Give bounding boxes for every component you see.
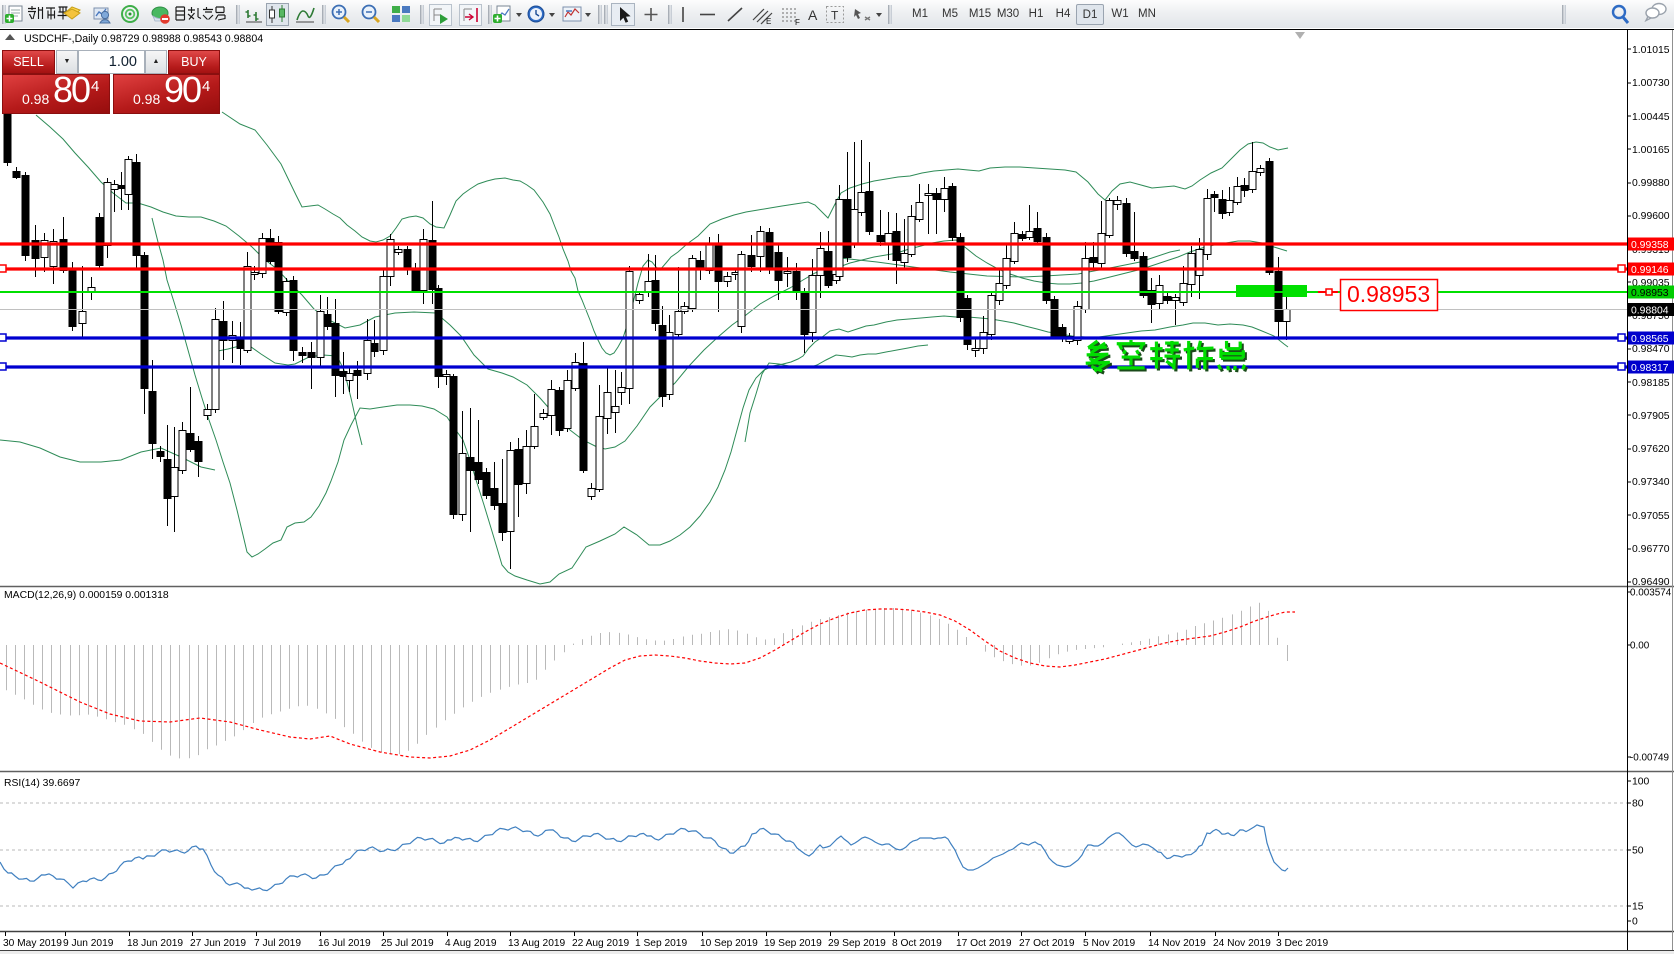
svg-text:0.003574: 0.003574: [1630, 588, 1672, 599]
svg-text:29 Sep 2019: 29 Sep 2019: [828, 938, 886, 949]
svg-text:8 Oct 2019: 8 Oct 2019: [892, 938, 942, 949]
svg-text:4 Aug 2019: 4 Aug 2019: [445, 938, 497, 949]
svg-text:0.98185: 0.98185: [1632, 378, 1670, 389]
svg-text:1 Sep 2019: 1 Sep 2019: [635, 938, 687, 949]
svg-text:-0.00749: -0.00749: [1630, 753, 1669, 764]
svg-text:F: F: [795, 18, 800, 27]
svg-text:0.99600: 0.99600: [1632, 211, 1670, 222]
svg-text:3 Dec 2019: 3 Dec 2019: [1276, 938, 1328, 949]
svg-text:1.00730: 1.00730: [1632, 78, 1670, 89]
svg-text:18 Jun 2019: 18 Jun 2019: [127, 938, 183, 949]
svg-text:0.99146: 0.99146: [1631, 265, 1669, 276]
svg-text:0.98750: 0.98750: [1632, 311, 1670, 322]
svg-text:1.00445: 1.00445: [1632, 112, 1670, 123]
svg-text:19 Sep 2019: 19 Sep 2019: [764, 938, 822, 949]
svg-text:E: E: [766, 17, 771, 26]
svg-text:0.98953: 0.98953: [1347, 281, 1430, 307]
svg-text:27 Jun 2019: 27 Jun 2019: [190, 938, 246, 949]
svg-text:25 Jul 2019: 25 Jul 2019: [381, 938, 434, 949]
svg-text:1.00165: 1.00165: [1632, 145, 1670, 156]
svg-text:16 Jul 2019: 16 Jul 2019: [318, 938, 371, 949]
svg-text:100: 100: [1632, 777, 1650, 788]
svg-text:USDCHF-,Daily 0.98729 0.98988: USDCHF-,Daily 0.98729 0.98988 0.98543 0.…: [24, 33, 263, 45]
svg-text:0.97620: 0.97620: [1632, 444, 1670, 455]
svg-text:0.97055: 0.97055: [1632, 511, 1670, 522]
svg-text:24 Nov 2019: 24 Nov 2019: [1213, 938, 1271, 949]
svg-text:0.99358: 0.99358: [1631, 240, 1669, 251]
svg-text:0: 0: [1632, 917, 1638, 928]
svg-text:0.97340: 0.97340: [1632, 477, 1670, 488]
svg-text:MACD(12,26,9) 0.000159 0.00131: MACD(12,26,9) 0.000159 0.001318: [4, 590, 169, 601]
svg-text:10 Sep 2019: 10 Sep 2019: [700, 938, 758, 949]
svg-text:0.98953: 0.98953: [1631, 288, 1669, 299]
svg-text:9 Jun 2019: 9 Jun 2019: [63, 938, 114, 949]
svg-text:T: T: [831, 9, 839, 23]
svg-text:7 Jul 2019: 7 Jul 2019: [254, 938, 301, 949]
svg-text:13 Aug 2019: 13 Aug 2019: [508, 938, 566, 949]
svg-text:80: 80: [1632, 799, 1644, 810]
svg-text:RSI(14) 39.6697: RSI(14) 39.6697: [4, 778, 80, 789]
svg-text:0.96770: 0.96770: [1632, 544, 1670, 555]
svg-text:5 Nov 2019: 5 Nov 2019: [1083, 938, 1135, 949]
svg-text:0.97905: 0.97905: [1632, 411, 1670, 422]
svg-text:0.98317: 0.98317: [1631, 363, 1669, 374]
svg-text:0.98565: 0.98565: [1631, 334, 1669, 345]
svg-text:A: A: [808, 7, 818, 23]
svg-text:0.99880: 0.99880: [1632, 178, 1670, 189]
svg-text:22 Aug 2019: 22 Aug 2019: [572, 938, 630, 949]
svg-text:50: 50: [1632, 846, 1644, 857]
svg-text:0.96490: 0.96490: [1632, 577, 1670, 588]
svg-text:0.00: 0.00: [1630, 641, 1650, 652]
svg-text:0.98804: 0.98804: [1631, 305, 1669, 316]
svg-text:0.99035: 0.99035: [1632, 278, 1670, 289]
svg-text:17 Oct 2019: 17 Oct 2019: [956, 938, 1012, 949]
svg-text:14 Nov 2019: 14 Nov 2019: [1148, 938, 1206, 949]
svg-text:15: 15: [1632, 902, 1644, 913]
svg-text:27 Oct 2019: 27 Oct 2019: [1019, 938, 1075, 949]
svg-text:30 May 2019: 30 May 2019: [3, 938, 62, 949]
svg-text:1.01015: 1.01015: [1632, 45, 1670, 56]
svg-text:0.98470: 0.98470: [1632, 344, 1670, 355]
